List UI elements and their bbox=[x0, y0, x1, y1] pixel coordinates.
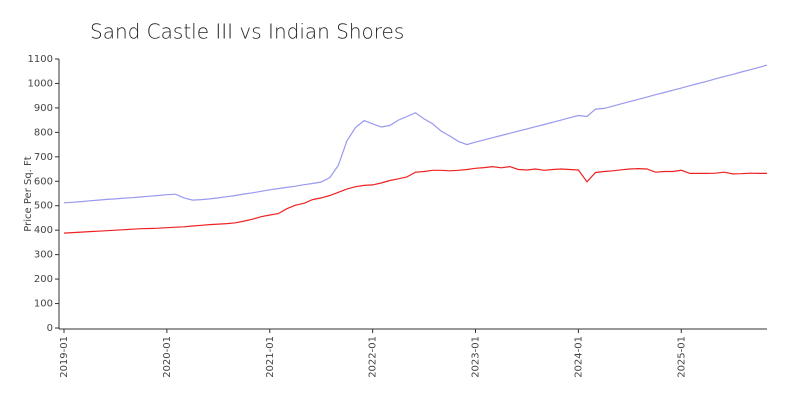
x-tick-label: 2019-01 bbox=[59, 336, 70, 378]
y-axis-label: Price Per Sq. Ft bbox=[23, 156, 34, 231]
y-tick-label: 0 bbox=[47, 323, 53, 334]
chart-title: Sand Castle III vs Indian Shores bbox=[90, 20, 404, 44]
y-tick-label: 300 bbox=[34, 250, 53, 261]
x-tick-label: 2023-01 bbox=[471, 336, 482, 378]
x-tick-label: 2025-01 bbox=[676, 336, 687, 378]
series-line bbox=[63, 165, 767, 234]
x-tick-label: 2020-01 bbox=[162, 336, 173, 378]
y-tick-label: 700 bbox=[34, 152, 53, 163]
y-tick-label: 1000 bbox=[28, 78, 53, 89]
y-tick-label: 200 bbox=[34, 274, 53, 285]
x-tick-label: 2022-01 bbox=[368, 336, 379, 378]
y-tick-label: 500 bbox=[34, 201, 53, 212]
series-line bbox=[63, 64, 768, 204]
y-tick-label: 800 bbox=[34, 127, 53, 138]
y-tick-label: 900 bbox=[34, 103, 53, 114]
y-tick-label: 400 bbox=[34, 225, 53, 236]
x-tick-label: 2021-01 bbox=[265, 336, 276, 378]
y-tick-label: 600 bbox=[34, 176, 53, 187]
y-tick-label: 1100 bbox=[28, 54, 53, 65]
x-tick-label: 2024-01 bbox=[573, 336, 584, 378]
y-tick-label: 100 bbox=[34, 299, 53, 310]
